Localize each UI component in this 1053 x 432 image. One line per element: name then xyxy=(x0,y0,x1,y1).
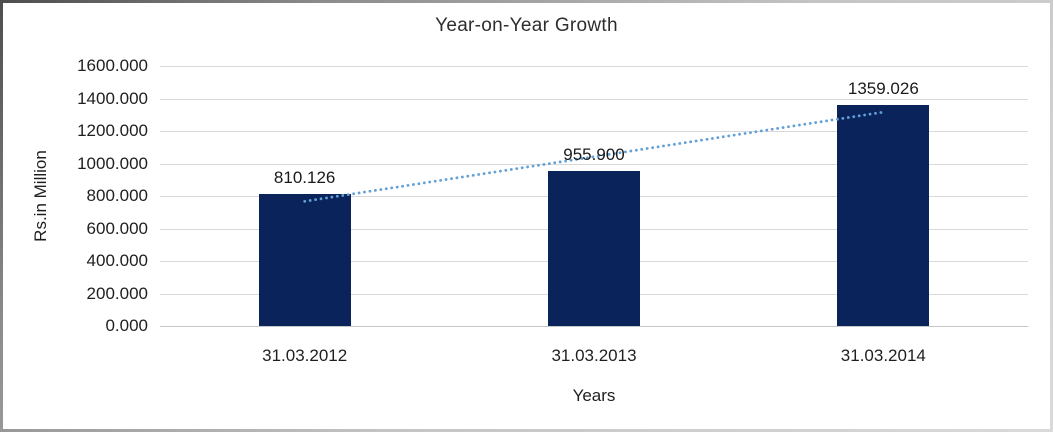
y-tick-label: 200.000 xyxy=(86,283,148,303)
y-tick-label: 0.000 xyxy=(105,316,148,335)
bar xyxy=(548,170,640,326)
gridline xyxy=(160,326,1028,327)
bar-value-label: 1359.026 xyxy=(847,79,919,99)
y-tick-label: 800.000 xyxy=(86,186,148,205)
bar-value-label: 810.126 xyxy=(273,168,336,188)
bar-chart: Year-on-Year Growth Rs.in Million Years … xyxy=(3,3,1050,429)
x-axis-title: Years xyxy=(572,386,616,405)
gridline xyxy=(160,98,1028,100)
y-tick-label: 400.000 xyxy=(86,251,148,270)
y-tick-label: 600.000 xyxy=(86,218,148,238)
x-category-label: 31.03.2013 xyxy=(551,346,637,365)
x-category-label: 31.03.2014 xyxy=(840,346,926,365)
chart-title: Year-on-Year Growth xyxy=(435,15,618,36)
bar xyxy=(258,194,351,326)
bar xyxy=(837,105,930,326)
x-category-label: 31.03.2012 xyxy=(262,346,348,365)
y-tick-label: 1200.000 xyxy=(77,121,148,140)
y-tick-label: 1600.000 xyxy=(77,56,148,75)
y-axis-title-text: Rs.in Million xyxy=(31,150,51,242)
y-tick-label: 1000.000 xyxy=(77,153,148,173)
bar-value-label: 955.900 xyxy=(563,144,625,164)
gridline xyxy=(160,66,1028,67)
y-tick-label: 1400.000 xyxy=(77,88,148,108)
y-axis-title: Rs.in Million xyxy=(23,66,59,326)
